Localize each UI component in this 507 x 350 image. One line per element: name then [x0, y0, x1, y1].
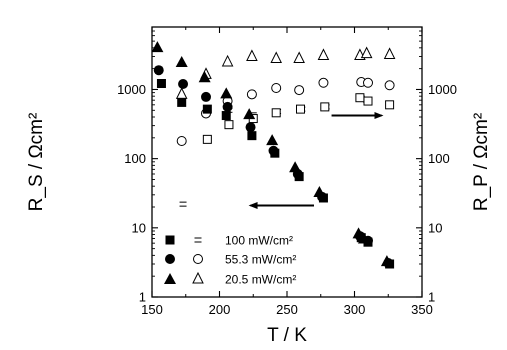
data-point — [198, 71, 211, 83]
data-point — [153, 65, 164, 76]
data-point — [246, 49, 258, 61]
x-axis-label: T / K — [267, 325, 307, 346]
y-tick-label-left: 1000 — [117, 82, 146, 97]
data-point — [317, 48, 330, 60]
data-point — [202, 104, 212, 114]
y-axis-label-left: R_S / Ωcm² — [26, 113, 47, 212]
data-point — [355, 93, 365, 103]
data-point — [357, 232, 370, 244]
y-axis-label-right: R_P / Ωcm² — [471, 113, 492, 211]
x-tick-label: 200 — [209, 302, 231, 317]
x-tick-label: 350 — [411, 302, 433, 317]
data-point — [179, 201, 187, 207]
data-point — [320, 102, 330, 112]
data-point — [247, 131, 257, 141]
arrow-head — [248, 202, 258, 210]
data-point — [385, 100, 395, 110]
data-point — [222, 101, 233, 112]
y-tick-label-left: 10 — [132, 220, 146, 235]
data-point — [363, 77, 373, 88]
data-point — [175, 87, 188, 99]
data-point — [294, 85, 305, 96]
data-point — [383, 47, 396, 60]
data-point — [289, 161, 302, 173]
data-point — [271, 83, 282, 94]
data-point — [360, 46, 373, 59]
data-point — [293, 51, 305, 64]
x-tick-label: 250 — [276, 302, 298, 317]
data-point — [221, 111, 231, 121]
legend-marker-rs — [165, 254, 175, 264]
data-point — [245, 122, 256, 133]
legend-marker-rs — [165, 235, 175, 245]
legend-marker-rp — [192, 271, 204, 284]
data-point — [352, 227, 365, 239]
legend-label: 55.3 mW/cm² — [225, 253, 296, 267]
data-point — [271, 108, 281, 118]
data-point — [270, 51, 283, 64]
data-point — [380, 255, 393, 267]
data-point — [318, 77, 329, 88]
arrow-head — [374, 112, 384, 120]
data-point — [177, 97, 187, 107]
y-tick-label-left: 1 — [139, 290, 146, 305]
data-point — [384, 80, 395, 91]
data-point — [268, 145, 279, 156]
legend-label: 100 mW/cm² — [225, 234, 293, 248]
data-point — [296, 104, 305, 114]
data-point — [202, 134, 212, 144]
legend-label: 20.5 mW/cm² — [225, 273, 296, 287]
legend: 100 mW/cm² 55.3 mW/cm² 20.5 mW/cm² — [164, 234, 296, 287]
data-point — [220, 87, 233, 99]
y-tick-label-right: 1 — [428, 290, 435, 305]
data-point — [156, 78, 166, 88]
data-point — [201, 91, 211, 102]
y-tick-label-right: 100 — [428, 151, 450, 166]
data-point — [266, 134, 279, 146]
data-point — [221, 54, 234, 67]
data-point — [246, 89, 257, 100]
y-tick-label-right: 1000 — [428, 82, 457, 97]
data-point — [313, 185, 326, 197]
data-markers — [151, 41, 396, 269]
data-point — [151, 41, 164, 53]
data-point — [224, 120, 234, 130]
data-point — [176, 135, 187, 146]
x-tick-label: 300 — [344, 302, 366, 317]
data-point — [178, 78, 189, 89]
y-tick-label-left: 100 — [124, 151, 146, 166]
data-point — [243, 108, 256, 120]
legend-marker-rp — [193, 254, 203, 264]
legend-marker-rs — [164, 273, 176, 284]
annotation-arrows — [248, 112, 384, 210]
data-point — [363, 96, 373, 106]
data-point — [175, 55, 188, 67]
x-tick-label: 150 — [141, 302, 163, 317]
y-tick-label-right: 10 — [428, 220, 442, 235]
legend-marker-rp — [194, 237, 202, 243]
